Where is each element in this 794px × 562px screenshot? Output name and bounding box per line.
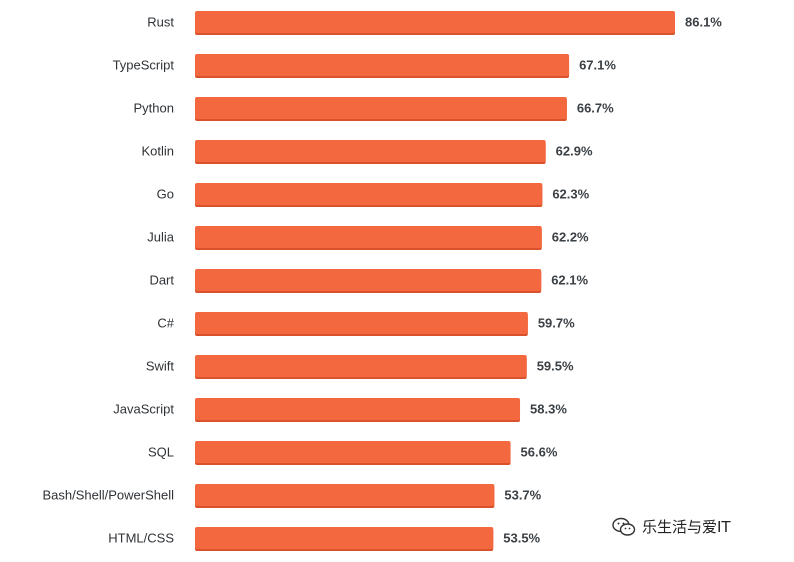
bar-sql: [195, 441, 511, 463]
value-label: 67.1%: [579, 58, 616, 73]
wechat-icon: [612, 517, 636, 537]
category-label: JavaScript: [113, 402, 174, 417]
value-label: 59.7%: [538, 316, 575, 331]
value-label: 62.3%: [552, 187, 589, 202]
category-label: Bash/Shell/PowerShell: [42, 488, 174, 503]
bar-kotlin: [195, 140, 546, 162]
value-label: 53.5%: [503, 531, 540, 546]
value-label: 62.1%: [551, 273, 588, 288]
bar-javascript: [195, 398, 521, 420]
value-label: 66.7%: [577, 101, 614, 116]
bar-go: [195, 183, 543, 205]
value-label: 62.2%: [552, 230, 589, 245]
category-label: C#: [157, 316, 174, 331]
category-label: Rust: [147, 15, 174, 30]
category-label: TypeScript: [113, 58, 175, 73]
bar-julia: [195, 226, 542, 248]
value-label: 62.9%: [556, 144, 593, 159]
category-label: Swift: [146, 359, 175, 374]
watermark-text: 乐生活与爱IT: [642, 518, 731, 536]
value-label: 86.1%: [685, 15, 722, 30]
bar-swift: [195, 355, 527, 377]
value-label: 56.6%: [521, 445, 558, 460]
value-label: 59.5%: [537, 359, 574, 374]
bar-c-: [195, 312, 528, 334]
bar-python: [195, 97, 567, 119]
value-label: 58.3%: [530, 402, 567, 417]
bar-bash-shell-powershell: [195, 484, 495, 506]
category-label: SQL: [148, 445, 174, 460]
category-label: Go: [157, 187, 174, 202]
bar-typescript: [195, 54, 570, 76]
category-label: Kotlin: [141, 144, 174, 159]
bar-dart: [195, 269, 542, 291]
value-label: 53.7%: [504, 488, 541, 503]
category-label: Dart: [149, 273, 174, 288]
bar-html-css: [195, 527, 494, 549]
category-label: HTML/CSS: [108, 531, 174, 546]
watermark: 乐生活与爱IT: [612, 516, 731, 537]
category-label: Python: [134, 101, 174, 116]
category-label: Julia: [147, 230, 175, 245]
bar-rust: [195, 11, 675, 33]
